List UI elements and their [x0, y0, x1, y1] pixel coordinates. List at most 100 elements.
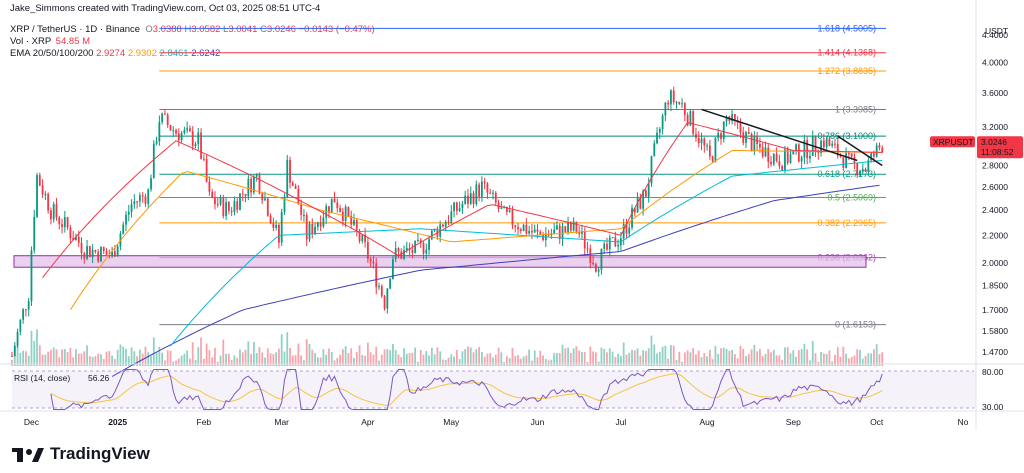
volume-bar	[233, 355, 236, 366]
volume-bar	[30, 330, 33, 366]
volume-bar	[500, 352, 503, 366]
volume-bar	[152, 337, 155, 366]
volume-bar	[828, 350, 831, 366]
volume-bar	[486, 353, 489, 366]
tradingview-logo[interactable]: TradingView	[12, 444, 150, 464]
volume-bar	[344, 346, 347, 366]
volume-bar	[455, 349, 458, 366]
candle-body	[155, 141, 158, 144]
candle	[133, 194, 136, 209]
candle-body	[144, 196, 147, 204]
candle	[597, 267, 600, 277]
candle	[608, 234, 611, 257]
volume-bar	[664, 345, 667, 366]
volume-bar	[44, 354, 47, 366]
volume-legend[interactable]: Vol · XRP 54.85 M	[10, 36, 90, 47]
candle-body	[797, 144, 800, 162]
candle-body	[186, 128, 189, 131]
volume-bars	[11, 329, 884, 366]
volume-bar	[392, 344, 394, 366]
candle	[811, 130, 814, 156]
volume-bar	[400, 357, 403, 366]
candle	[836, 136, 839, 159]
candle	[683, 101, 686, 122]
volume-bar	[508, 358, 511, 366]
candle	[294, 183, 297, 190]
ema50-line	[69, 150, 883, 311]
volume-bar	[467, 346, 469, 366]
volume-bar	[266, 348, 269, 366]
volume-bar	[286, 332, 289, 366]
candle-body	[305, 214, 308, 240]
candle-body	[236, 201, 239, 210]
volume-bar	[625, 354, 628, 366]
price-axis-unit: USDT	[985, 26, 1008, 36]
candle	[455, 201, 458, 216]
candle	[697, 131, 700, 148]
candle-body	[572, 221, 575, 231]
candle-body	[464, 195, 467, 204]
candle	[305, 212, 308, 246]
candle	[219, 194, 222, 207]
candle-body	[44, 193, 47, 195]
candle-body	[202, 158, 205, 160]
volume-bar	[631, 349, 633, 366]
volume-bar	[50, 349, 52, 366]
price-tick-0: 4.4000	[982, 30, 1008, 40]
candle-body	[820, 140, 822, 154]
candle	[297, 184, 300, 205]
volume-bar	[611, 351, 614, 366]
volume-bar	[336, 358, 339, 366]
volume-bar	[653, 344, 656, 366]
candle-body	[539, 231, 542, 235]
candle-body	[272, 223, 275, 228]
candle	[650, 155, 653, 187]
ema-legend[interactable]: EMA 20/50/100/200 2.9274 2.9302 2.8461 2…	[10, 48, 220, 59]
candle-body	[517, 226, 519, 230]
volume-bar	[650, 335, 653, 366]
volume-bar	[77, 353, 80, 366]
candle-body	[847, 153, 850, 155]
candle	[330, 198, 333, 213]
volume-bar	[425, 351, 428, 366]
candle-body	[16, 331, 19, 346]
candle-body	[141, 195, 144, 197]
volume-bar	[873, 349, 875, 366]
volume-bar	[330, 352, 333, 366]
candle	[742, 126, 745, 146]
symbol-label[interactable]: XRP / TetherUS · 1D · Binance	[10, 24, 141, 35]
candle-body	[389, 279, 392, 289]
candle-body	[667, 102, 670, 105]
volume-bar	[717, 353, 720, 366]
candle-body	[269, 215, 272, 224]
candle-body	[183, 130, 186, 134]
candle	[494, 190, 497, 206]
volume-bar	[825, 354, 828, 366]
candle-body	[308, 224, 311, 240]
candle	[428, 235, 430, 255]
candle-body	[528, 230, 531, 234]
candle-body	[873, 153, 875, 157]
candle-body	[222, 197, 225, 216]
volume-bar	[319, 357, 322, 366]
candle	[467, 189, 469, 209]
candle-body	[831, 143, 834, 146]
candle-body	[303, 214, 305, 216]
candle-body	[689, 111, 692, 126]
candle-body	[24, 309, 27, 311]
volume-bar	[836, 347, 839, 366]
volume-bar	[222, 339, 225, 366]
candle	[383, 294, 386, 311]
candle	[458, 201, 461, 213]
volume-bar	[36, 329, 38, 366]
fib-label-1: 1.414 (4.1368)	[817, 48, 876, 58]
candle	[631, 204, 633, 231]
volume-bar	[133, 351, 136, 366]
candle	[519, 227, 522, 234]
candle-body	[642, 190, 645, 209]
price-tick-3: 3.2000	[982, 122, 1008, 132]
candle	[500, 201, 503, 210]
candle	[736, 116, 739, 130]
candle	[661, 113, 664, 135]
